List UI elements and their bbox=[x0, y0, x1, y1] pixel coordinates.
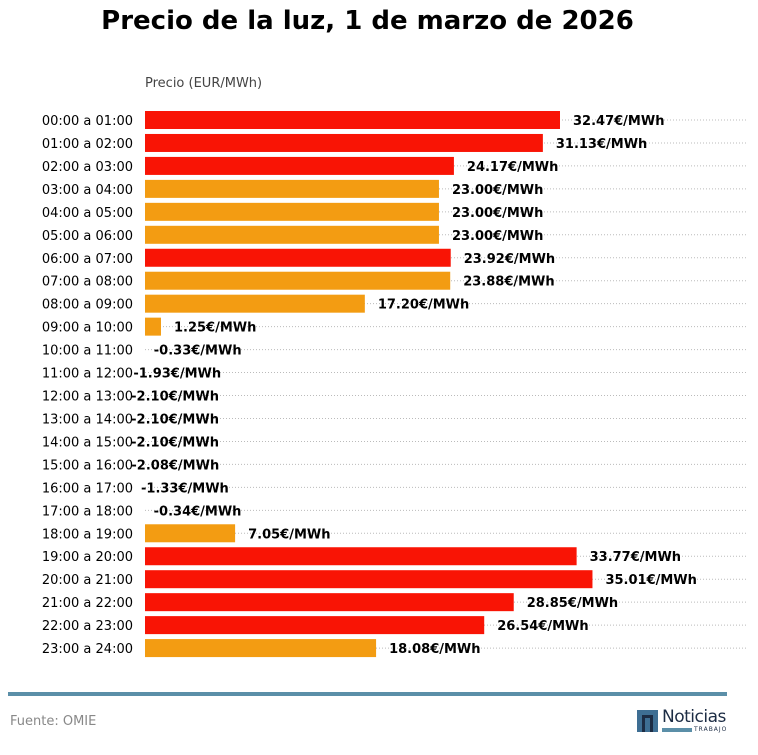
category-label: 16:00 a 17:00 bbox=[42, 481, 133, 496]
logo-n-icon bbox=[637, 710, 658, 732]
data-label: 31.13€/MWh bbox=[556, 137, 647, 152]
data-label: 28.85€/MWh bbox=[527, 596, 618, 611]
data-label: 23.00€/MWh bbox=[452, 229, 543, 244]
category-label: 07:00 a 08:00 bbox=[42, 275, 133, 290]
noticias-trabajo-logo: Noticias TRABAJO bbox=[636, 707, 731, 736]
data-label: 17.20€/MWh bbox=[378, 298, 469, 313]
data-label: 26.54€/MWh bbox=[497, 619, 588, 634]
bar bbox=[145, 248, 451, 267]
bar bbox=[145, 317, 161, 336]
data-label: 23.92€/MWh bbox=[464, 252, 555, 267]
data-label: -2.10€/MWh bbox=[131, 435, 219, 450]
category-label: 06:00 a 07:00 bbox=[42, 252, 133, 267]
data-label: -2.10€/MWh bbox=[131, 390, 219, 405]
data-label: 35.01€/MWh bbox=[605, 573, 696, 588]
data-label: -0.33€/MWh bbox=[154, 344, 242, 359]
data-label: -1.93€/MWh bbox=[133, 367, 221, 382]
data-label: -2.08€/MWh bbox=[131, 458, 219, 473]
category-label: 21:00 a 22:00 bbox=[42, 596, 133, 611]
category-label: 01:00 a 02:00 bbox=[42, 137, 133, 152]
data-label: 32.47€/MWh bbox=[573, 114, 664, 129]
bar bbox=[145, 179, 439, 198]
logo-sub: TRABAJO bbox=[694, 726, 728, 733]
category-label: 13:00 a 14:00 bbox=[42, 412, 133, 427]
data-label: 24.17€/MWh bbox=[467, 160, 558, 175]
logo-word: Noticias bbox=[662, 707, 726, 727]
category-label: 19:00 a 20:00 bbox=[42, 550, 133, 565]
chart-title: Precio de la luz, 1 de marzo de 2026 bbox=[101, 6, 634, 36]
category-label: 10:00 a 11:00 bbox=[42, 344, 133, 359]
bar bbox=[145, 156, 454, 175]
bar bbox=[145, 202, 439, 221]
bar bbox=[145, 225, 439, 244]
data-label: 23.00€/MWh bbox=[452, 206, 543, 221]
data-label: 33.77€/MWh bbox=[590, 550, 681, 565]
bar bbox=[145, 294, 365, 313]
bar bbox=[145, 524, 236, 543]
category-label: 02:00 a 03:00 bbox=[42, 160, 133, 175]
logo-bar bbox=[662, 728, 692, 732]
data-label: 7.05€/MWh bbox=[248, 527, 330, 542]
bar-chart: Precio (EUR/MWh) 00:00 a 01:00 32.47€/MWh… bbox=[42, 76, 748, 658]
category-label: 00:00 a 01:00 bbox=[42, 114, 133, 129]
data-label: 23.88€/MWh bbox=[463, 275, 554, 290]
data-label: 23.00€/MWh bbox=[452, 183, 543, 198]
category-label: 23:00 a 24:00 bbox=[42, 642, 133, 657]
category-label: 04:00 a 05:00 bbox=[42, 206, 133, 221]
data-label: -1.33€/MWh bbox=[141, 481, 229, 496]
category-label: 05:00 a 06:00 bbox=[42, 229, 133, 244]
bar bbox=[145, 547, 577, 566]
category-label: 11:00 a 12:00 bbox=[42, 367, 133, 382]
data-label: 1.25€/MWh bbox=[174, 321, 256, 336]
category-label: 22:00 a 23:00 bbox=[42, 619, 133, 634]
bar bbox=[145, 593, 514, 612]
category-label: 20:00 a 21:00 bbox=[42, 573, 133, 588]
category-label: 09:00 a 10:00 bbox=[42, 321, 133, 336]
category-label: 12:00 a 13:00 bbox=[42, 390, 133, 405]
bar bbox=[145, 639, 377, 658]
bar bbox=[145, 616, 485, 635]
footer-divider bbox=[8, 692, 727, 696]
source-note: Fuente: OMIE bbox=[10, 714, 97, 729]
data-label: 18.08€/MWh bbox=[389, 642, 480, 657]
data-label: -2.10€/MWh bbox=[131, 412, 219, 427]
category-label: 03:00 a 04:00 bbox=[42, 183, 133, 198]
axis-label: Precio (EUR/MWh) bbox=[145, 76, 262, 91]
category-label: 15:00 a 16:00 bbox=[42, 458, 133, 473]
bar bbox=[145, 133, 543, 152]
bar bbox=[145, 111, 560, 129]
category-label: 18:00 a 19:00 bbox=[42, 527, 133, 542]
bar bbox=[145, 570, 593, 589]
category-label: 14:00 a 15:00 bbox=[42, 435, 133, 450]
bar bbox=[145, 271, 451, 290]
category-label: 17:00 a 18:00 bbox=[42, 504, 133, 519]
category-label: 08:00 a 09:00 bbox=[42, 298, 133, 313]
data-label: -0.34€/MWh bbox=[154, 504, 242, 519]
